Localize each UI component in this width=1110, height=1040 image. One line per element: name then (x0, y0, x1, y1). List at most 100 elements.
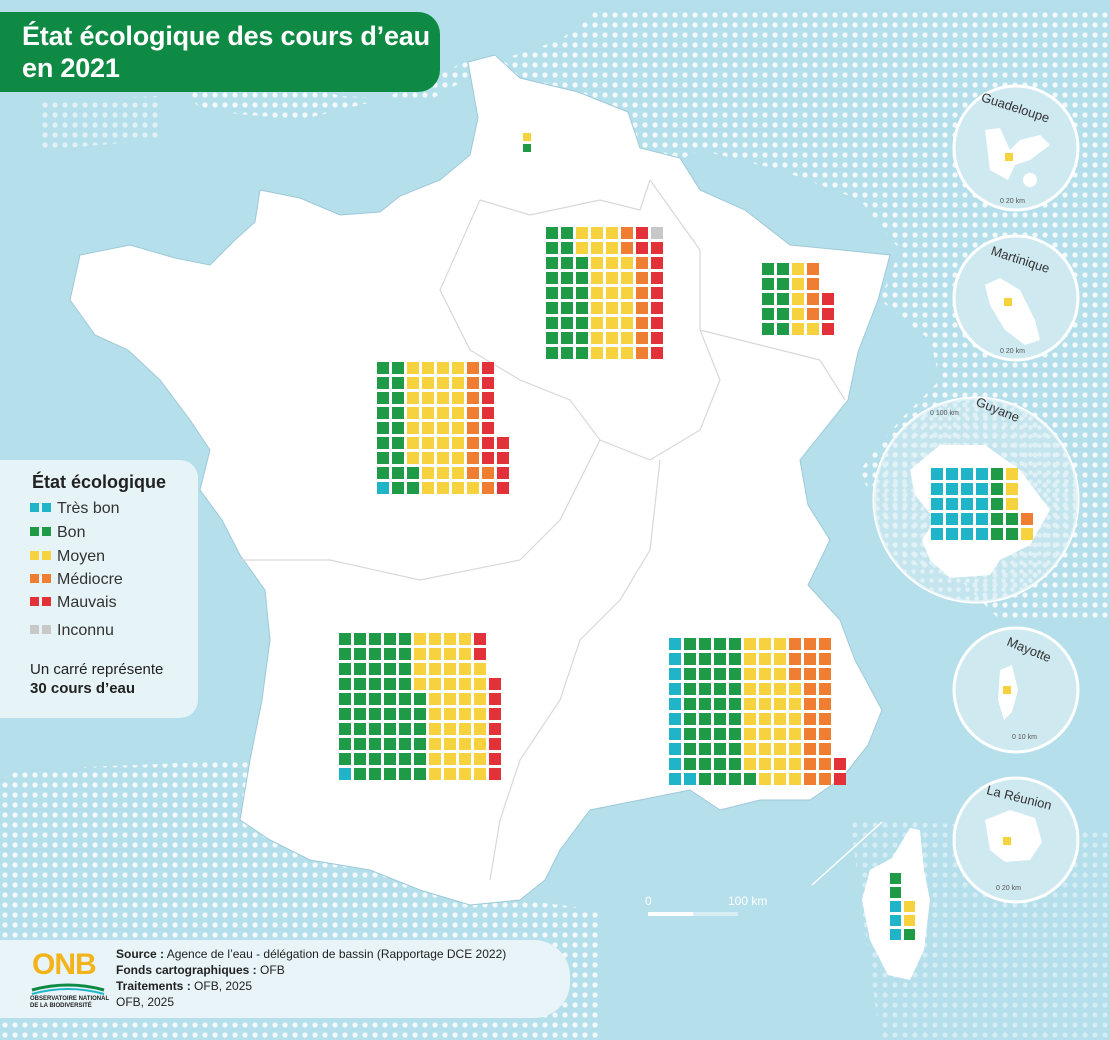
waffle-square-bon (684, 638, 696, 650)
waffle-square-mediocre (621, 227, 633, 239)
waffle-square-tres-bon (976, 498, 988, 510)
waffle-square-moyen (774, 638, 786, 650)
waffle-square-bon (561, 227, 573, 239)
waffle-square-moyen (744, 713, 756, 725)
waffle-square-moyen (444, 633, 456, 645)
waffle-square-moyen (422, 362, 434, 374)
waffle-square-bon (392, 437, 404, 449)
waffle-square-moyen (621, 347, 633, 359)
waffle-square-bon (339, 648, 351, 660)
waffle-square-moyen (437, 437, 449, 449)
waffle-square-moyen (591, 302, 603, 314)
waffle-square-bon (991, 513, 1003, 525)
waffle-square-moyen (452, 422, 464, 434)
waffle-square-tres-bon (669, 638, 681, 650)
waffle-square-moyen (792, 308, 804, 320)
legend-item-bon: Bon (30, 524, 85, 542)
waffle-square-mauvais (474, 648, 486, 660)
waffle-square-moyen (744, 758, 756, 770)
waffle-square-moyen (789, 713, 801, 725)
waffle-square-mauvais (482, 407, 494, 419)
waffle-square-bon (991, 498, 1003, 510)
waffle-square-bon (729, 713, 741, 725)
waffle-square-moyen (759, 773, 771, 785)
waffle-square-moyen (759, 668, 771, 680)
waffle-square-bon (890, 873, 901, 884)
waffle-square-mauvais (474, 633, 486, 645)
waffle-square-bon (729, 773, 741, 785)
waffle-square-moyen (407, 437, 419, 449)
waffle-square-bon (384, 663, 396, 675)
waffle-square-bon (339, 663, 351, 675)
waffle-square-bon (546, 347, 558, 359)
waffle-square-moyen (606, 227, 618, 239)
waffle-square-bon (392, 452, 404, 464)
waffle-square-bon (377, 392, 389, 404)
waffle-square-bon (414, 708, 426, 720)
waffle-square-mediocre (467, 407, 479, 419)
waffle-square-bon (407, 482, 419, 494)
waffle-square-moyen (459, 633, 471, 645)
onb-logo: ONB OBSERVATOIRE NATIONAL DE LA BIODIVER… (30, 946, 109, 1012)
waffle-square-bon (369, 693, 381, 705)
waffle-square-moyen (422, 377, 434, 389)
corsica-inset-line (811, 821, 883, 886)
waffle-square-moyen (606, 272, 618, 284)
waffle-square-mediocre (636, 272, 648, 284)
waffle-seine-normandie (546, 227, 663, 359)
waffle-square-bon (561, 332, 573, 344)
waffle-square-moyen (444, 708, 456, 720)
waffle-square-moyen (807, 323, 819, 335)
waffle-square-mauvais (834, 758, 846, 770)
waffle-square-bon (890, 887, 901, 898)
waffle-square-mediocre (636, 332, 648, 344)
waffle-square-bon (339, 753, 351, 765)
waffle-square-mediocre (467, 452, 479, 464)
waffle-square-moyen (437, 422, 449, 434)
waffle-square-bon (384, 678, 396, 690)
waffle-square-bon (384, 708, 396, 720)
waffle-square-mediocre (636, 347, 648, 359)
waffle-square-bon (392, 482, 404, 494)
swatch-tres-bon (30, 503, 39, 513)
waffle-square-moyen (467, 482, 479, 494)
waffle-square-moyen (459, 768, 471, 780)
waffle-square-tres-bon (946, 498, 958, 510)
waffle-square-bon (339, 708, 351, 720)
waffle-square-moyen (414, 663, 426, 675)
waffle-la-r-union (1003, 837, 1011, 845)
waffle-square-bon (384, 753, 396, 765)
waffle-square-mauvais (651, 332, 663, 344)
scale-bar: 0 100 km (640, 894, 780, 924)
waffle-square-moyen (429, 678, 441, 690)
waffle-square-moyen (792, 278, 804, 290)
waffle-square-bon (699, 698, 711, 710)
waffle-square-mediocre (804, 683, 816, 695)
waffle-square-moyen (429, 768, 441, 780)
waffle-square-moyen (474, 753, 486, 765)
waffle-square-bon (546, 242, 558, 254)
legend-item-mauvais: Mauvais (30, 594, 117, 612)
waffle-square-moyen (437, 452, 449, 464)
onb-logo-subtitle: OBSERVATOIRE NATIONAL DE LA BIODIVERSITÉ (30, 996, 110, 1009)
waffle-square-moyen (1021, 528, 1033, 540)
waffle-square-tres-bon (976, 483, 988, 495)
reunion-island (985, 810, 1042, 862)
waffle-square-tres-bon (684, 773, 696, 785)
waffle-square-bon (384, 738, 396, 750)
waffle-square-moyen (414, 678, 426, 690)
waffle-square-bon (576, 332, 588, 344)
waffle-square-bon (561, 287, 573, 299)
waffle-square-mauvais (651, 287, 663, 299)
waffle-square-moyen (444, 693, 456, 705)
waffle-square-mauvais (482, 422, 494, 434)
waffle-square-mediocre (621, 242, 633, 254)
waffle-square-mediocre (804, 758, 816, 770)
waffle-square-moyen (789, 758, 801, 770)
waffle-square-moyen (774, 758, 786, 770)
waffle-square-mediocre (467, 392, 479, 404)
waffle-square-bon (699, 653, 711, 665)
waffle-square-tres-bon (946, 468, 958, 480)
waffle-square-mediocre (819, 683, 831, 695)
